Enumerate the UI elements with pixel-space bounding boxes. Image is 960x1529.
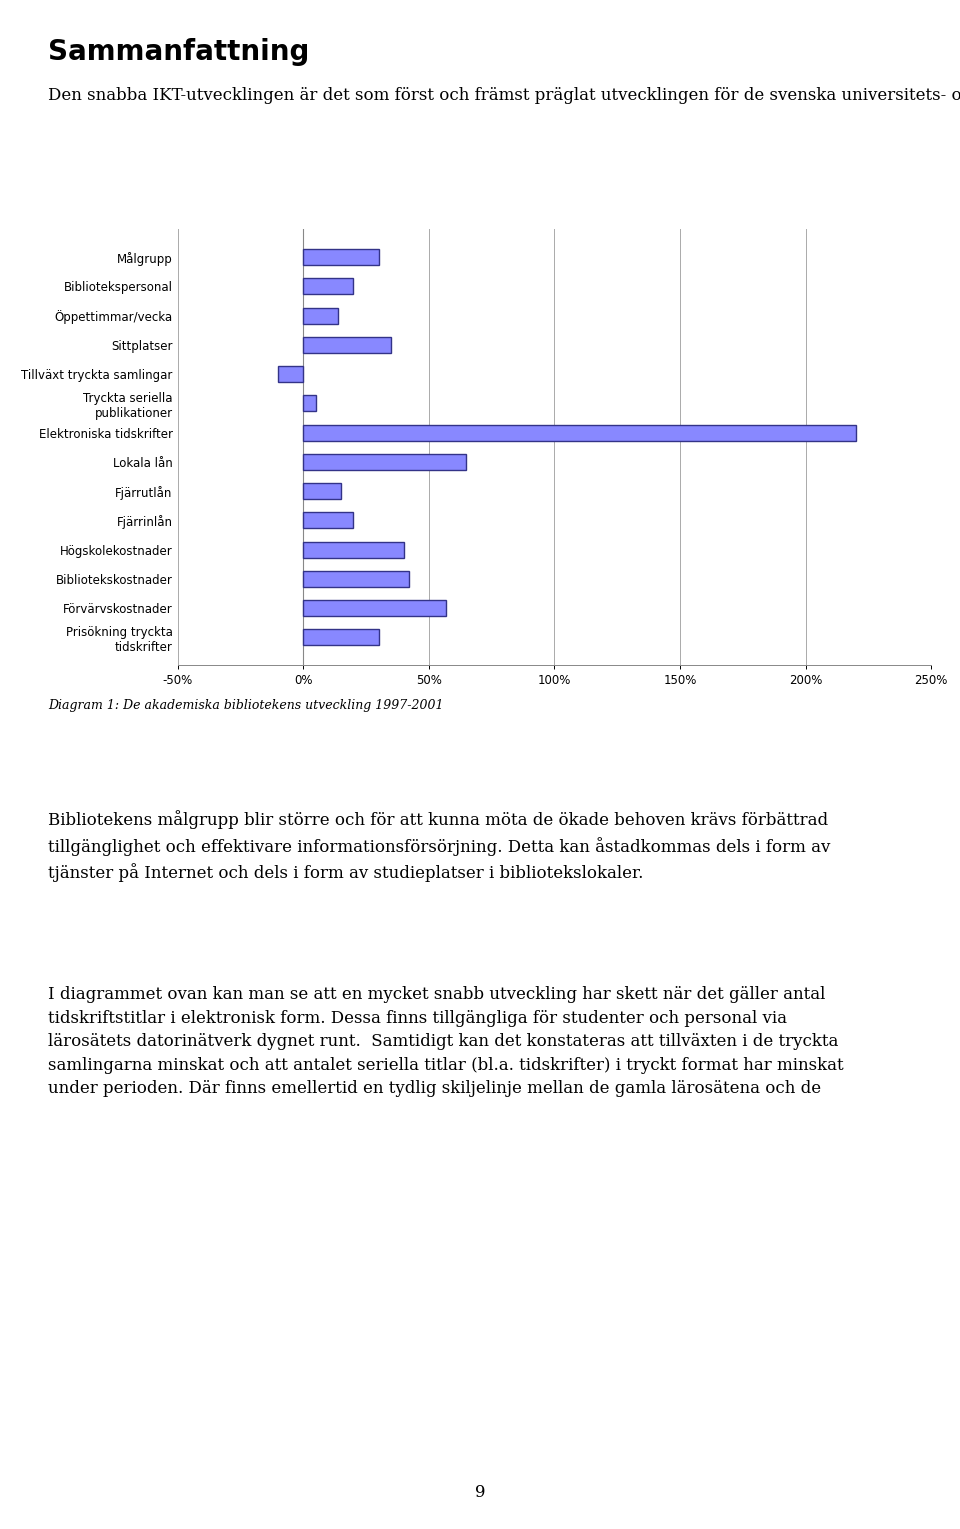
Bar: [303, 278, 353, 295]
Bar: [303, 454, 467, 469]
Bar: [303, 336, 391, 353]
Text: Diagram 1: De akademiska bibliotekens utveckling 1997-2001: Diagram 1: De akademiska bibliotekens ut…: [48, 699, 444, 713]
Text: I diagrammet ovan kan man se att en mycket snabb utveckling har skett när det gä: I diagrammet ovan kan man se att en myck…: [48, 986, 844, 1098]
Bar: [303, 396, 316, 411]
Bar: [303, 630, 378, 645]
Bar: [303, 307, 338, 324]
Text: 9: 9: [475, 1485, 485, 1501]
Bar: [303, 425, 855, 440]
Bar: [303, 483, 341, 498]
Bar: [303, 570, 409, 587]
Bar: [278, 365, 303, 382]
Bar: [303, 599, 446, 616]
Bar: [303, 249, 378, 265]
Text: Den snabba IKT-utvecklingen är det som först och främst präglat utvecklingen för: Den snabba IKT-utvecklingen är det som f…: [48, 84, 960, 104]
Bar: [303, 541, 403, 558]
Text: Sammanfattning: Sammanfattning: [48, 38, 309, 66]
Text: Bibliotekens målgrupp blir större och för att kunna möta de ökade behoven krävs : Bibliotekens målgrupp blir större och fö…: [48, 810, 830, 882]
Bar: [303, 512, 353, 529]
